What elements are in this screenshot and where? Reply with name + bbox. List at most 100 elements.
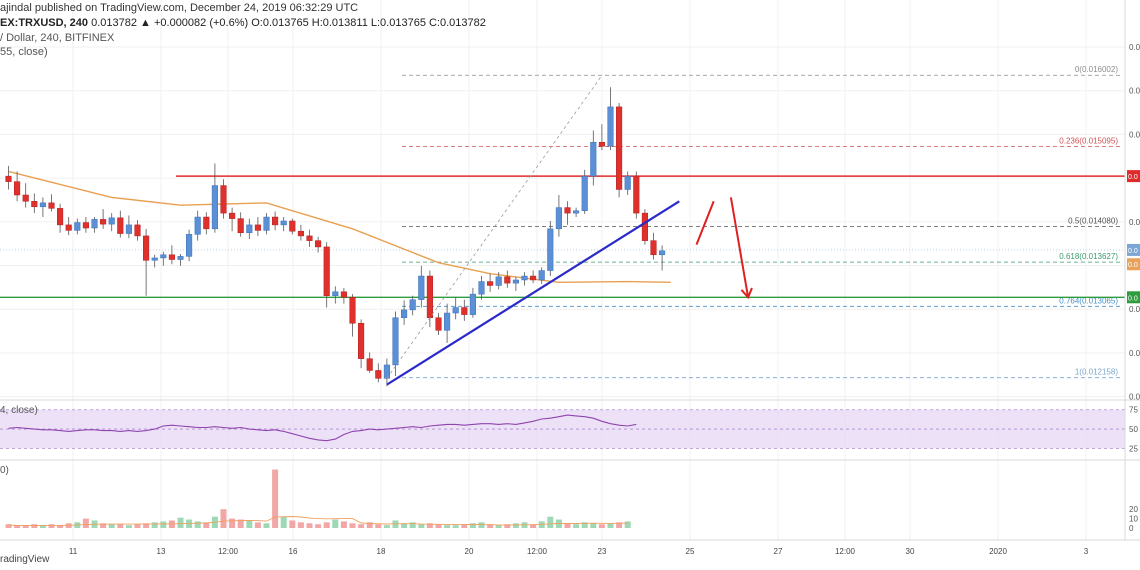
volume-bar	[478, 522, 485, 528]
candle-body	[194, 216, 201, 235]
candle-body	[82, 222, 89, 229]
volume-bar	[5, 524, 12, 528]
rsi-pane	[8, 414, 637, 442]
volume-bar	[461, 524, 468, 528]
moving-average-line	[8, 170, 671, 284]
time-tick-label: 18	[377, 547, 386, 556]
candle-body	[349, 297, 356, 324]
axes: 0.0 0.0 0.0 0.0 0.0 0.0 0.0 0.0 0.0 11 13 12:00 16 18…	[0, 0, 1140, 556]
candles	[5, 87, 666, 387]
candle-body	[5, 175, 12, 182]
volume-bar	[418, 524, 425, 528]
candle-body	[151, 257, 158, 261]
volume-bar	[512, 523, 519, 528]
fib-level-label: 0.764(0.013065)	[1059, 296, 1118, 305]
symbol-line: EX:TRXUSD, 240 0.013782 ▲ +0.000082 (+0.…	[0, 17, 486, 29]
fibonacci-levels: 0(0.016002) 0.236(0.015095) 0.5(0.014080) 0…	[402, 65, 1120, 379]
symbol-label: EX:TRXUSD, 240	[0, 17, 89, 29]
time-tick-label: 13	[157, 547, 166, 556]
volume-bar	[315, 524, 322, 528]
volume-bar	[426, 523, 433, 528]
volume-bar	[530, 524, 537, 528]
candle-body	[383, 364, 390, 379]
candle-body	[203, 216, 210, 230]
ma-legend: 55, close)	[0, 46, 48, 58]
volume-bar	[452, 525, 459, 528]
volume-bar	[108, 524, 115, 528]
candle-body	[624, 175, 631, 190]
volume-bar	[401, 523, 408, 528]
candle-body	[91, 219, 98, 229]
candle-body	[229, 212, 236, 219]
candle-body	[418, 275, 425, 300]
volume-bar	[280, 516, 287, 528]
volume-bar	[254, 522, 261, 528]
rsi-tick-label: 75	[1129, 406, 1138, 415]
candle-body	[297, 230, 304, 237]
candle-body	[134, 224, 141, 237]
candle-body	[555, 207, 562, 230]
volume-bar	[624, 521, 631, 528]
ma-price-tag: 0.0	[1128, 262, 1138, 269]
drop-arrow	[729, 197, 750, 298]
volume-bar	[616, 522, 623, 528]
price-tick-label: 0.0	[1129, 218, 1140, 227]
candle-body	[633, 175, 640, 214]
volume-bar	[82, 518, 89, 528]
candle-body	[521, 275, 528, 281]
candle-body	[564, 207, 571, 214]
candle-body	[392, 317, 399, 366]
publisher-line: ajindal published on TradingView.com, De…	[0, 2, 359, 14]
exchange-line: / Dollar, 240, BITFINEX	[0, 32, 115, 44]
candle-body	[177, 256, 184, 260]
volume-bar	[229, 518, 236, 528]
time-tick-label: 11	[69, 547, 78, 556]
price-tick-label: 0.0	[1129, 87, 1140, 96]
volume-bar	[160, 521, 167, 528]
candle-body	[100, 219, 107, 225]
volume-ma-line	[8, 516, 628, 526]
candle-body	[220, 185, 227, 214]
candle-body	[39, 202, 46, 208]
candle-body	[478, 281, 485, 295]
candle-body	[340, 291, 347, 298]
volume-bar	[297, 522, 304, 528]
fib-level-label: 0(0.016002)	[1075, 65, 1118, 74]
volume-bar	[590, 523, 597, 528]
time-tick-label: 25	[686, 547, 695, 556]
support-price-tag: 0.0	[1128, 295, 1138, 302]
volume-bar	[134, 524, 141, 528]
grid-lines	[0, 0, 1125, 540]
candle-body	[495, 276, 502, 286]
time-tick-label: 27	[774, 547, 783, 556]
volume-pane	[5, 469, 631, 528]
volume-bar	[289, 520, 296, 528]
volume-bar	[246, 520, 253, 528]
support-price-tag-bg	[1127, 291, 1140, 304]
candle-body	[168, 254, 175, 260]
volume-bar	[237, 519, 244, 528]
footer-brand: radingView	[0, 554, 50, 565]
candle-body	[315, 240, 322, 248]
volume-bar	[100, 523, 107, 528]
candle-body	[366, 358, 373, 371]
volume-bar	[14, 525, 21, 528]
drawings	[386, 75, 753, 386]
time-tick-label: 2020	[989, 547, 1007, 556]
candle-body	[14, 181, 21, 196]
volume-tick-label: 10	[1129, 515, 1138, 524]
time-tick-label: 20	[465, 547, 474, 556]
candle-body	[272, 216, 279, 226]
volume-bar	[332, 519, 339, 528]
candle-body	[65, 224, 72, 231]
volume-bar	[469, 523, 476, 528]
volume-bar	[272, 469, 279, 528]
rsi-line	[8, 414, 637, 442]
volume-tick-label: 20	[1129, 505, 1138, 514]
price-tick-label: 0.0	[1129, 43, 1140, 52]
candle-body	[246, 224, 253, 234]
candle-body	[504, 276, 511, 284]
candle-body	[254, 224, 261, 231]
volume-bar	[22, 525, 29, 528]
